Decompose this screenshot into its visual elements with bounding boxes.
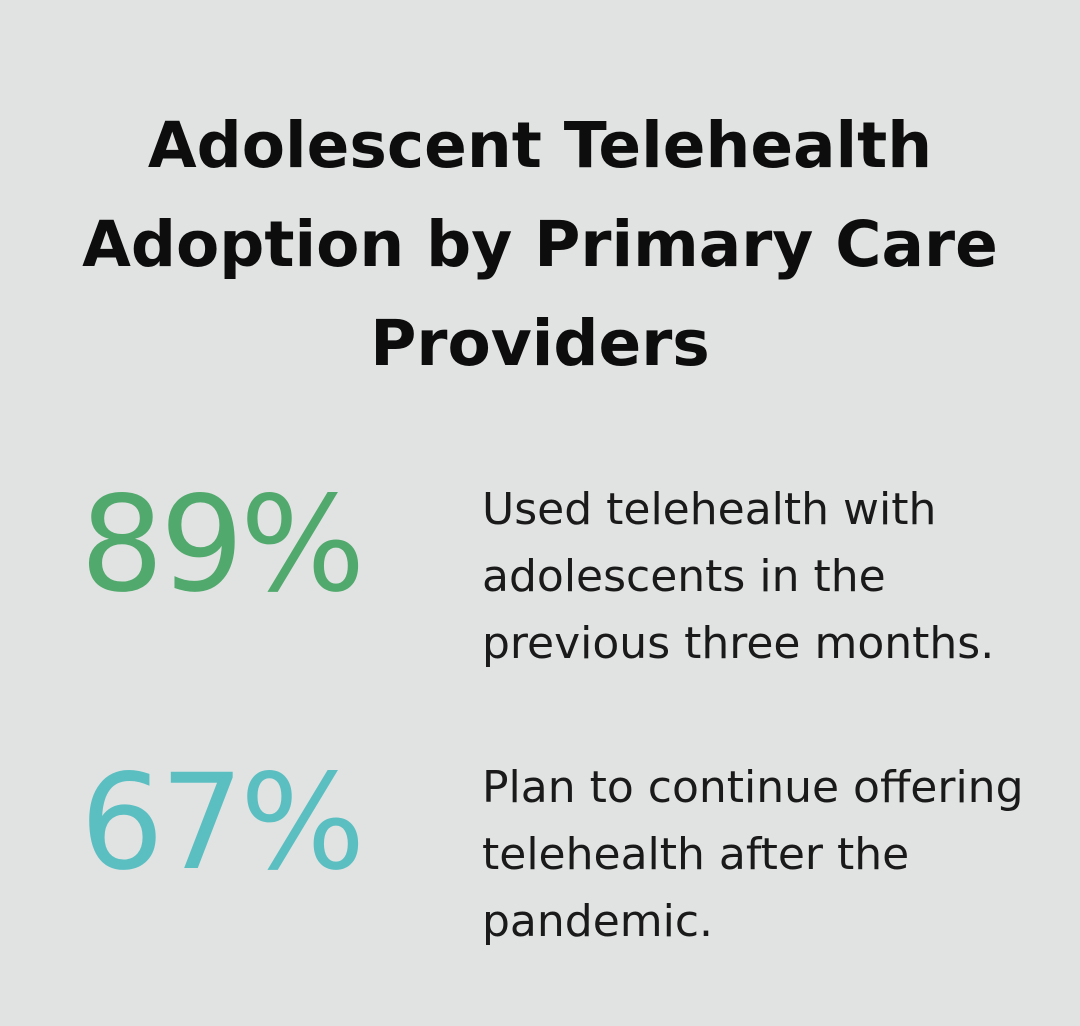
stat-description: Used telehealth with adolescents in the … (482, 484, 995, 669)
stat-description: Plan to continue offering telehealth aft… (482, 762, 1024, 947)
stat-value: 67% (80, 746, 365, 900)
infographic-title: Adolescent Telehealth Adoption by Primar… (82, 109, 998, 380)
stat-value: 89% (80, 468, 365, 622)
stat-block: 89% Used telehealth with adolescents in … (0, 470, 1080, 680)
stat-block: 67% Plan to continue offering telehealth… (0, 748, 1080, 958)
